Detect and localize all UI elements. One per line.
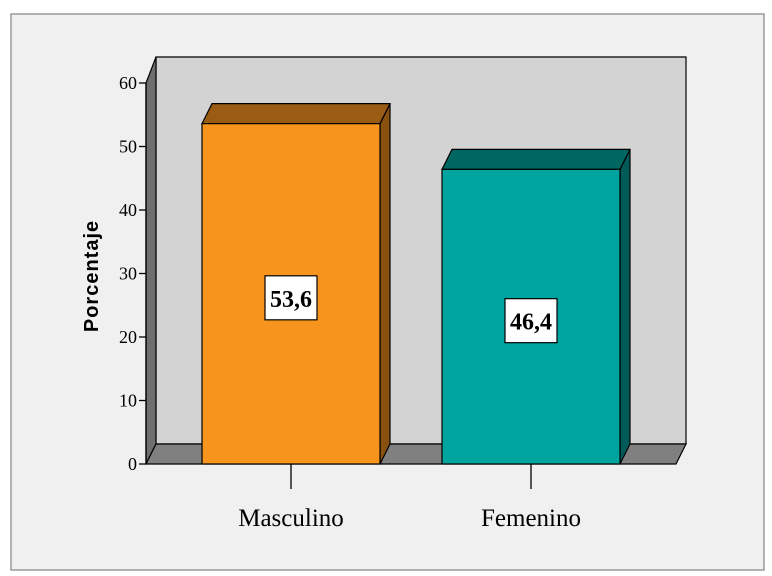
bar-top [441, 148, 631, 170]
data-label-box [264, 275, 318, 321]
data-label: 53,6 [270, 287, 312, 313]
bar-masculino: 53,6 [201, 103, 391, 465]
data-label: 46,4 [510, 310, 552, 336]
y-tick-label: 40 [119, 200, 137, 220]
bar-femenino: 46,4 [441, 148, 631, 465]
data-label-box [504, 298, 558, 344]
y-tick-label: 0 [128, 454, 137, 474]
x-axis: Masculino Femenino [238, 464, 581, 532]
y-tick-label: 50 [119, 137, 137, 157]
y-axis: 0 10 20 30 40 50 60 [119, 73, 147, 474]
y-axis-label: Porcentaje [81, 220, 103, 332]
x-tick-label: Masculino [238, 505, 344, 532]
y-tick-label: 60 [119, 73, 137, 93]
y-tick-label: 10 [119, 391, 137, 411]
bar-side [379, 103, 391, 465]
y-tick-label: 20 [119, 327, 137, 347]
bars-layer: 53,6 46,4 [201, 103, 631, 465]
bar-top [201, 103, 391, 125]
side-wall [145, 56, 157, 465]
bar-side [619, 149, 631, 465]
y-tick-label: 30 [119, 264, 137, 284]
x-tick-label: Femenino [481, 505, 581, 532]
